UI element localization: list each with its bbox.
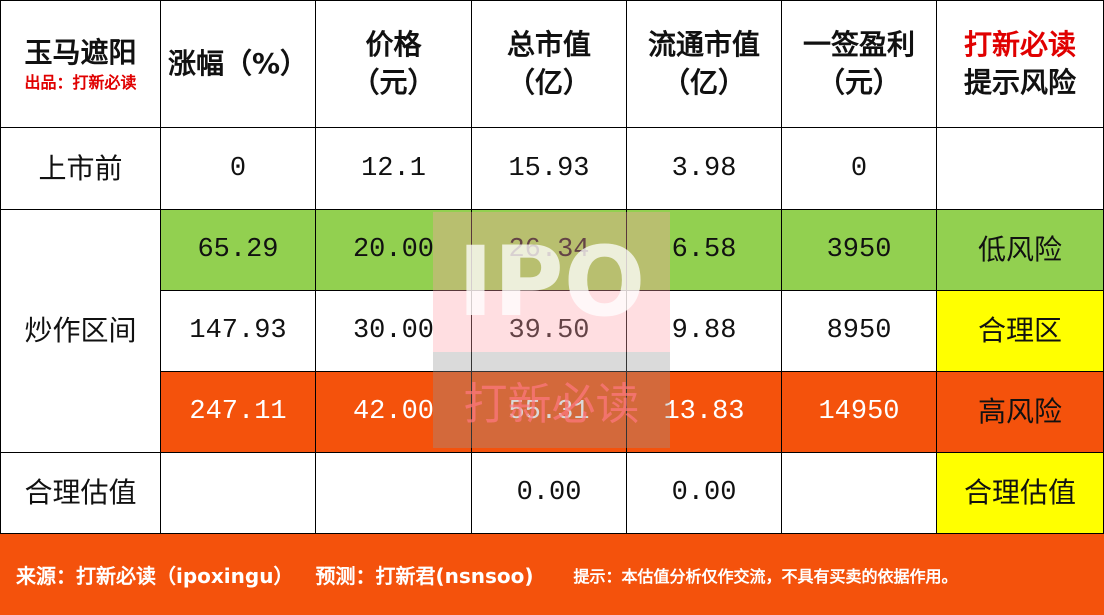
header-text: 提示风险: [963, 66, 1076, 99]
risk-tag: 高风险: [977, 395, 1062, 428]
data-cell: 13.83: [627, 372, 782, 453]
data-cell: 247.11: [161, 372, 316, 453]
value: 3.98: [671, 153, 737, 184]
header-text: （亿）: [506, 66, 591, 99]
column-header: 打新必读 提示风险: [937, 0, 1104, 128]
data-cell: [782, 453, 937, 534]
value: 13.83: [663, 397, 745, 427]
note: 提示：本估值分析仅作交流，不具有买卖的依据作用。: [573, 566, 958, 586]
data-cell: 9.88: [627, 291, 782, 372]
header-text: 总市值: [506, 28, 591, 61]
value: 30.00: [352, 316, 434, 346]
row-label: 上市前: [0, 128, 161, 210]
row-label-text: 合理估值: [24, 476, 137, 509]
data-cell: 8950: [782, 291, 937, 372]
value: 0: [850, 153, 868, 184]
data-cell: 6.58: [627, 210, 782, 291]
value: 0.00: [671, 478, 737, 508]
value: 247.11: [189, 397, 287, 427]
value: 3950: [826, 235, 892, 265]
data-cell: 合理估值: [937, 453, 1104, 534]
value: 12.1: [361, 153, 426, 184]
value: 20.00: [352, 235, 434, 265]
value: 8950: [826, 316, 892, 346]
value: 0.00: [516, 478, 582, 508]
data-cell: 3.98: [627, 128, 782, 210]
header-text: （元）: [816, 66, 901, 99]
value: 9.88: [671, 316, 737, 346]
column-header: 流通市值 （亿）: [627, 0, 782, 128]
column-header: 一签盈利 （元）: [782, 0, 937, 128]
data-cell: 合理区: [937, 291, 1104, 372]
column-header: 总市值 （亿）: [472, 0, 627, 128]
value: 65.29: [197, 235, 279, 265]
header-title-cell: 玉马遮阳出品：打新必读: [0, 0, 161, 128]
data-cell: [316, 453, 472, 534]
row-label: 合理估值: [0, 453, 161, 534]
data-cell: 14950: [782, 372, 937, 453]
value: 26.34: [508, 235, 590, 265]
data-cell: 42.00: [316, 372, 472, 453]
value: 147.93: [189, 316, 287, 346]
value: 14950: [818, 397, 900, 427]
header-text: 价格: [365, 28, 422, 61]
subtitle: 出品：打新必读: [24, 73, 137, 92]
value: 0: [229, 153, 247, 184]
data-cell: 20.00: [316, 210, 472, 291]
data-cell: 26.34: [472, 210, 627, 291]
data-cell: 55.31: [472, 372, 627, 453]
data-cell: 0.00: [627, 453, 782, 534]
value: 55.31: [508, 397, 590, 427]
header-text: 打新必读: [963, 28, 1076, 61]
header-text: （亿）: [661, 66, 746, 99]
data-cell: 147.93: [161, 291, 316, 372]
column-header: 价格 （元）: [316, 0, 472, 128]
forecast: 预测：打新君(nsnsoo): [315, 564, 534, 588]
data-cell: [161, 453, 316, 534]
data-cell: 65.29: [161, 210, 316, 291]
value: 15.93: [508, 153, 590, 184]
footer: 来源：打新必读（ipoxingu） 预测：打新君(nsnsoo) 提示：本估值分…: [0, 534, 1104, 615]
source: 来源：打新必读（ipoxingu）: [16, 564, 294, 588]
header-text: 一签盈利: [802, 28, 915, 61]
data-cell: [937, 128, 1104, 210]
risk-tag: 低风险: [977, 233, 1062, 266]
header-text: 流通市值: [647, 28, 760, 61]
value: 42.00: [352, 397, 434, 427]
data-cell: 30.00: [316, 291, 472, 372]
row-label-text: 上市前: [38, 151, 123, 185]
data-cell: 高风险: [937, 372, 1104, 453]
data-cell: 低风险: [937, 210, 1104, 291]
value: 39.50: [508, 316, 590, 346]
risk-tag: 合理估值: [963, 476, 1076, 509]
title: 玉马遮阳: [24, 36, 137, 69]
data-cell: 12.1: [316, 128, 472, 210]
value: 6.58: [671, 235, 737, 265]
data-cell: 15.93: [472, 128, 627, 210]
data-cell: 39.50: [472, 291, 627, 372]
column-header: 涨幅（%）: [161, 0, 316, 128]
data-cell: 3950: [782, 210, 937, 291]
data-cell: 0: [161, 128, 316, 210]
group-label: 炒作区间: [0, 210, 161, 453]
risk-tag: 合理区: [977, 314, 1062, 347]
data-cell: 0: [782, 128, 937, 210]
group-text: 炒作区间: [24, 314, 137, 347]
header-text: 涨幅（%）: [167, 47, 309, 80]
header-text: （元）: [351, 66, 436, 99]
data-cell: 0.00: [472, 453, 627, 534]
